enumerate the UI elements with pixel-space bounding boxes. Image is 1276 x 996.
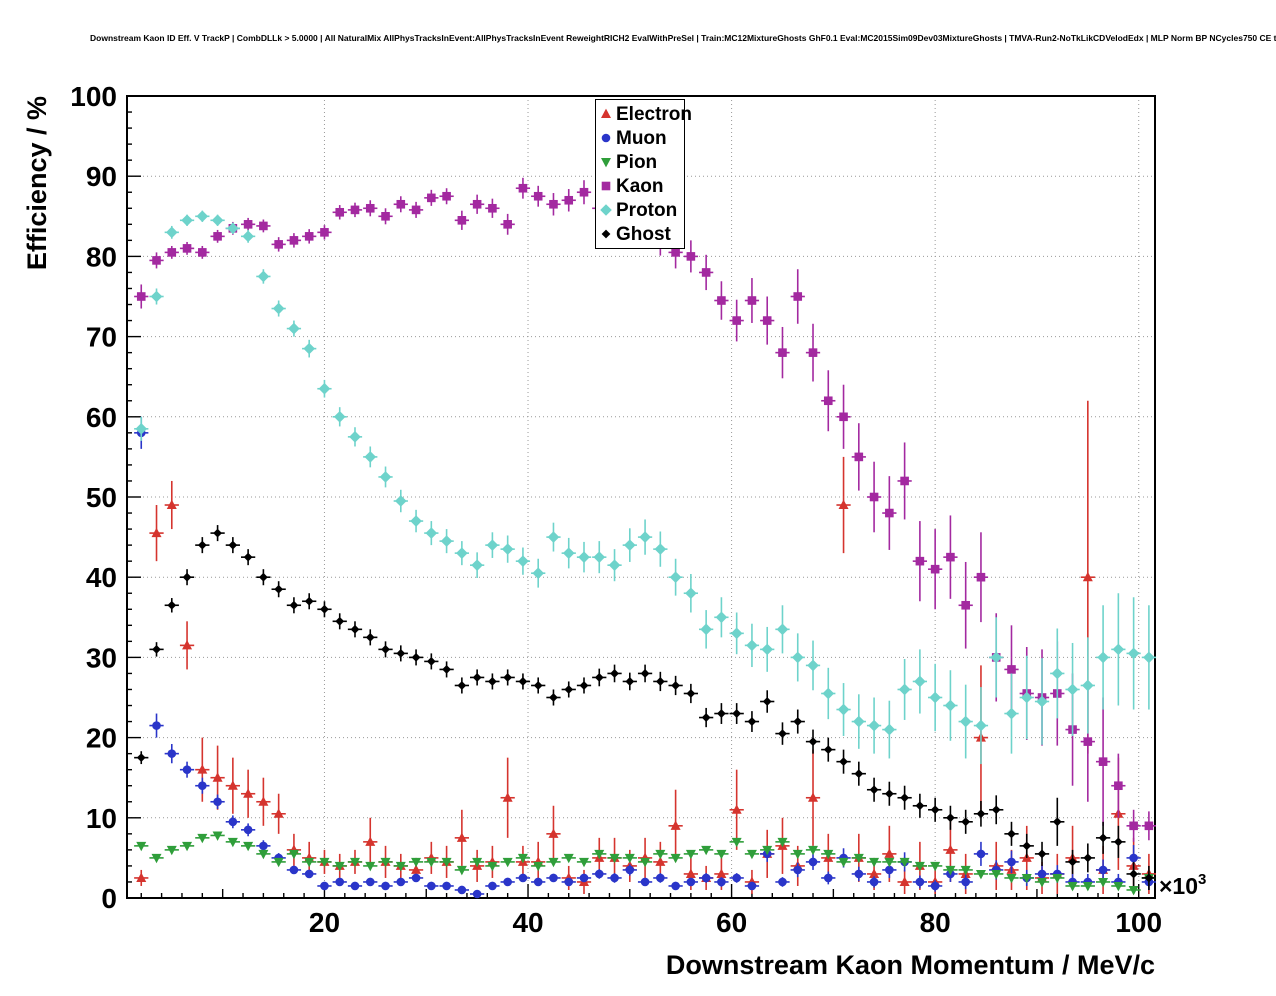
series-ghost — [134, 525, 1157, 890]
y-tick-label: 30 — [86, 642, 117, 673]
square-marker-icon — [601, 181, 611, 191]
x-axis: 20 40 60 80 100 — [140, 884, 1162, 938]
y-tick-label: 20 — [86, 723, 117, 754]
x-tick-label: 20 — [309, 907, 340, 938]
x-axis-title: Downstream Kaon Momentum / MeV/c — [666, 950, 1155, 980]
legend-label: Pion — [616, 151, 658, 173]
x-tick-label: 100 — [1115, 907, 1162, 938]
y-tick-label: 100 — [70, 81, 117, 112]
legend-label: Muon — [616, 127, 667, 149]
legend-label: Kaon — [616, 175, 664, 197]
y-tick-label: 60 — [86, 402, 117, 433]
triangle-down-marker-icon — [601, 158, 611, 168]
plot-title: Downstream Kaon ID Eff. V TrackP | CombD… — [90, 33, 1276, 43]
legend-label: Proton — [616, 199, 678, 221]
legend-label: Ghost — [616, 223, 671, 245]
series-electron — [134, 400, 1157, 894]
y-axis-title: Efficiency / % — [22, 96, 52, 270]
legend-item-kaon: Kaon — [598, 174, 684, 198]
x-tick-label: 40 — [512, 907, 543, 938]
series-kaon — [134, 177, 1157, 842]
y-axis: 0 10 20 30 40 50 60 70 80 90 100 — [70, 81, 141, 914]
y-tick-label: 10 — [86, 803, 117, 834]
x-tick-label: 80 — [920, 907, 951, 938]
legend-item-muon: Muon — [598, 126, 684, 150]
diamond-small-marker-icon — [601, 229, 611, 239]
y-tick-label: 40 — [86, 562, 117, 593]
x-tick-label: 60 — [716, 907, 747, 938]
legend-label: Electron — [616, 103, 693, 125]
diamond-marker-icon — [600, 204, 612, 216]
x-axis-exponent: ×103 — [1159, 871, 1206, 899]
y-tick-label: 80 — [86, 241, 117, 272]
legend-item-proton: Proton — [598, 198, 684, 222]
legend-item-pion: Pion — [598, 150, 684, 174]
series-proton — [134, 210, 1157, 765]
y-tick-label: 50 — [86, 482, 117, 513]
y-tick-label: 0 — [101, 883, 117, 914]
legend: Electron Muon Pion Kaon Proton Ghost — [595, 99, 692, 249]
legend-item-electron: Electron — [598, 102, 692, 126]
triangle-up-marker-icon — [601, 108, 611, 118]
circle-marker-icon — [601, 133, 611, 143]
legend-item-ghost: Ghost — [598, 222, 684, 246]
y-tick-label: 70 — [86, 322, 117, 353]
y-tick-label: 90 — [86, 161, 117, 192]
